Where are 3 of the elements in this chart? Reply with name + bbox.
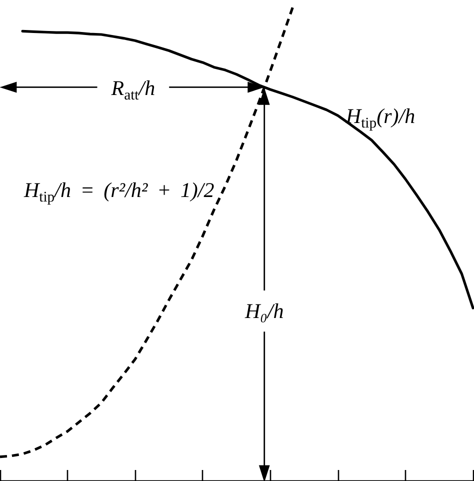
annotation: R$_{att}$/h bbox=[111, 76, 156, 104]
annotation: H₀/h bbox=[244, 298, 284, 323]
series-label: H$_{tip}$/h = (r²/h² + 1)/2 bbox=[24, 178, 214, 206]
